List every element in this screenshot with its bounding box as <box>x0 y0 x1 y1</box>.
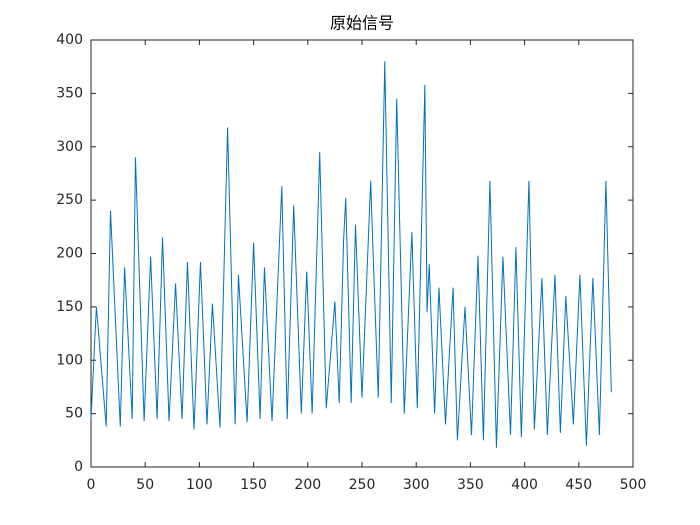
signal-line <box>90 61 612 448</box>
x-tick-label: 500 <box>620 477 647 493</box>
x-tick-label: 350 <box>457 477 484 493</box>
y-tick-label: 250 <box>56 192 83 208</box>
y-tick-label: 50 <box>65 406 83 422</box>
x-tick-label: 450 <box>565 477 592 493</box>
plot-box <box>90 39 634 468</box>
x-tick-label: 300 <box>403 477 430 493</box>
x-tick-label: 0 <box>87 477 96 493</box>
y-tick-label: 200 <box>56 246 83 262</box>
y-tick-label: 350 <box>56 85 83 101</box>
x-tick-label: 200 <box>294 477 321 493</box>
x-tick-label: 50 <box>136 477 154 493</box>
x-tick-label: 100 <box>186 477 213 493</box>
x-tick-label: 150 <box>240 477 267 493</box>
y-tick-label: 400 <box>56 32 83 48</box>
y-tick-label: 0 <box>74 459 83 475</box>
y-tick-label: 100 <box>56 352 83 368</box>
y-tick-label: 150 <box>56 299 83 315</box>
x-tick-label: 250 <box>349 477 376 493</box>
chart-title: 原始信号 <box>330 14 394 33</box>
y-tick-label: 300 <box>56 139 83 155</box>
x-tick-label: 400 <box>511 477 538 493</box>
